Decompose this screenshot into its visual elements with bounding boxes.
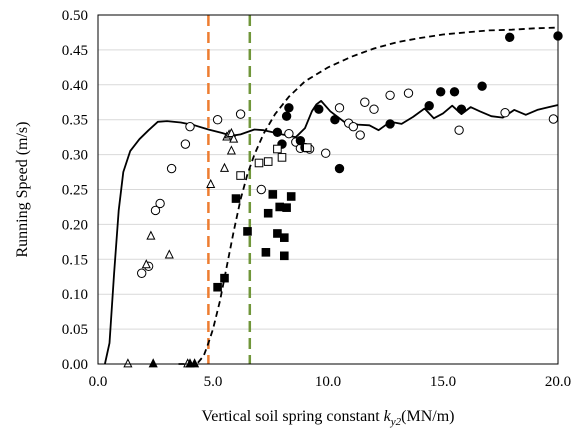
open-triangle-point xyxy=(146,230,156,240)
filled-square-point xyxy=(282,203,291,212)
open-circle-point xyxy=(348,121,358,132)
x-tick-label: 10.0 xyxy=(315,374,341,390)
open-triangle-point xyxy=(141,259,151,269)
filled-triangle-point xyxy=(190,358,200,368)
model-curves xyxy=(104,26,559,365)
open-circle-point xyxy=(212,115,223,125)
filled-circle-point xyxy=(449,87,460,97)
y-axis-ticks: 0.00 0.05 0.10 0.15 0.20 0.25 0.30 0.35 0.40 0.45… xyxy=(62,8,88,373)
filled-circle-point xyxy=(424,101,434,111)
x-axis-title-main: Vertical soil spring constant xyxy=(201,408,383,425)
filled-square-point xyxy=(231,194,241,203)
y-tick-label: 0.45 xyxy=(62,43,88,59)
filled-circle-point xyxy=(436,87,446,97)
open-circle-point xyxy=(355,130,365,140)
y-axis-title: Running Speed (m/s) xyxy=(14,122,31,258)
x-axis-title: Vertical soil spring constant ky2(MN/m) xyxy=(201,408,454,428)
open-triangle-point xyxy=(229,133,239,143)
filled-circle-point xyxy=(334,163,345,174)
x-axis-ticks: 0.0 5.0 10.0 15.0 20.0 xyxy=(89,374,572,390)
y-tick-label: 0.05 xyxy=(62,322,88,338)
filled-triangle-point xyxy=(148,358,158,368)
plot-area-border xyxy=(97,14,559,365)
open-square-point xyxy=(273,144,282,154)
y-tick-label: 0.35 xyxy=(62,113,88,129)
x-axis-title-subscript: y2 xyxy=(390,416,402,428)
filled-square-point xyxy=(213,282,222,292)
open-circle-point xyxy=(403,88,414,98)
open-circle-point xyxy=(155,198,165,209)
y-tick-label: 0.30 xyxy=(62,148,88,164)
y-tick-label: 0.25 xyxy=(62,183,88,199)
x-tick-label: 20.0 xyxy=(545,374,571,390)
y-tick-label: 0.00 xyxy=(62,357,88,373)
open-square-point xyxy=(277,153,287,162)
filled-square-point xyxy=(263,208,273,218)
open-circle-point xyxy=(321,148,331,158)
open-circle-point xyxy=(185,121,195,132)
filled-square-point xyxy=(280,233,289,242)
x-axis-title-unit: (MN/m) xyxy=(401,408,454,425)
open-triangle-point xyxy=(226,145,236,155)
open-circle-point xyxy=(454,125,464,135)
data-points xyxy=(123,31,563,368)
open-square-point xyxy=(236,171,245,180)
filled-circle-point xyxy=(456,104,467,114)
filled-circle-point xyxy=(272,127,283,137)
filled-circle-point xyxy=(281,111,292,121)
filled-circle-point xyxy=(284,103,294,113)
x-axis-title-symbol: k xyxy=(384,408,392,425)
filled-square-point xyxy=(286,192,296,201)
open-square-point xyxy=(254,158,264,168)
open-triangle-point xyxy=(164,249,174,259)
y-tick-label: 0.50 xyxy=(62,8,88,24)
filled-circle-point xyxy=(314,104,324,114)
filled-circle-point xyxy=(330,115,340,125)
open-circle-point xyxy=(137,268,147,278)
open-square-point xyxy=(263,157,273,166)
filled-square-point xyxy=(243,227,252,236)
x-tick-label: 5.0 xyxy=(204,374,223,390)
y-tick-label: 0.20 xyxy=(62,217,88,233)
dashed-curve xyxy=(178,26,559,365)
x-tick-label: 0.0 xyxy=(89,374,108,390)
open-circle-point xyxy=(360,97,370,107)
open-circle-point xyxy=(334,103,345,113)
open-circle-point xyxy=(150,205,161,216)
filled-circle-point xyxy=(477,81,487,91)
filled-square-point xyxy=(220,273,229,283)
open-circle-point xyxy=(284,128,294,139)
filled-square-point xyxy=(280,251,289,261)
threshold-lines xyxy=(207,15,252,364)
y-tick-label: 0.15 xyxy=(62,252,88,268)
open-circle-point xyxy=(180,139,191,149)
open-circle-point xyxy=(235,109,246,119)
x-tick-label: 15.0 xyxy=(430,374,456,390)
open-triangle-point xyxy=(206,178,216,188)
open-square-point xyxy=(303,143,312,152)
open-circle-point xyxy=(166,163,177,174)
y-tick-label: 0.10 xyxy=(62,287,88,303)
y-tick-label: 0.40 xyxy=(62,78,88,94)
filled-circle-point xyxy=(385,119,395,129)
open-circle-point xyxy=(500,108,510,118)
filled-square-point xyxy=(268,190,278,199)
open-circle-point xyxy=(369,104,379,114)
open-circle-point xyxy=(256,184,266,195)
filled-square-point xyxy=(261,248,271,257)
open-triangle-point xyxy=(123,358,133,368)
grid-lines xyxy=(98,49,558,330)
open-triangle-point xyxy=(219,162,230,172)
filled-circle-point xyxy=(505,32,515,43)
open-circle-point xyxy=(548,114,559,124)
filled-circle-point xyxy=(295,135,306,146)
solid-curve xyxy=(104,100,559,365)
open-circle-point xyxy=(385,90,395,100)
